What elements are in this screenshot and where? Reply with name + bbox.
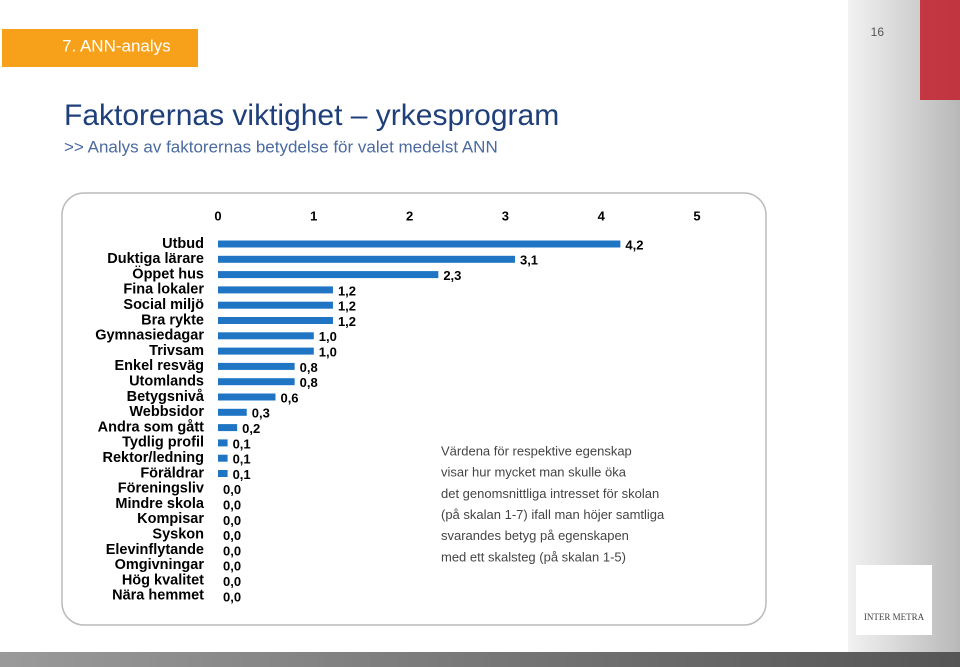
value-label: 0,8 [300,360,318,375]
category-label: Föräldrar [140,465,204,481]
bar [218,332,314,340]
bar [218,301,333,309]
bar [218,393,276,401]
value-label: 1,0 [319,345,337,360]
category-label: Hög kvalitet [122,572,204,588]
annotation: svarandes betyg på egenskapen [441,528,629,543]
category-label: Social miljö [123,297,204,313]
chart-panel [61,192,767,626]
category-label: Tydlig profil [122,435,204,451]
value-label: 0,1 [233,467,251,482]
category-label: Utomlands [129,374,204,390]
category-label: Kompisar [137,511,204,527]
bar [218,470,228,477]
category-label: Gymnasiedagar [95,328,204,344]
bar [218,454,228,462]
annotation: Värdena för respektive egenskap [441,443,632,458]
category-label: Mindre skola [115,496,205,512]
x-tick-label: 4 [598,208,606,223]
category-label: Omgivningar [115,557,205,573]
subtitle: >> Analys av faktorernas betydelse för v… [64,137,498,156]
value-label: 0,6 [280,390,298,405]
category-label: Bra rykte [141,312,204,328]
bar [218,362,295,370]
section-label: 7. ANN-analys [62,36,171,55]
value-label: 4,2 [625,237,643,252]
category-label: Enkel resväg [115,358,204,374]
bar [218,317,333,324]
value-label: 0,0 [223,498,241,513]
x-tick-label: 2 [406,208,413,223]
value-label: 0,0 [223,513,241,528]
value-label: 0,3 [252,406,270,421]
side-decoration [848,0,960,667]
category-label: Webbsidor [129,404,204,420]
value-label: 1,0 [319,329,337,344]
category-label: Rektor/ledning [102,450,204,466]
value-label: 0,0 [223,528,241,543]
value-label: 3,1 [520,253,538,268]
bar [218,408,247,416]
category-label: Trivsam [149,343,204,359]
x-tick-label: 3 [502,208,509,223]
value-label: 2,3 [443,268,461,283]
category-label: Betygsnivå [127,389,205,405]
bar [218,347,314,355]
category-label: Föreningsliv [118,481,204,497]
bar [218,286,333,294]
value-label: 1,2 [338,314,356,329]
value-label: 0,0 [223,559,241,574]
value-label: 0,1 [233,436,251,451]
value-label: 1,2 [338,283,356,298]
value-label: 0,0 [223,543,241,558]
category-label: Öppet hus [132,265,204,282]
section-tab [2,29,198,67]
annotation: (på skalan 1-7) ifall man höjer samtliga [441,507,665,522]
value-label: 0,0 [223,574,241,589]
logo-box [856,565,932,635]
bar [218,255,515,263]
page-number: 16 [871,25,885,39]
category-label: Nära hemmet [112,588,204,604]
value-label: 0,8 [300,375,318,390]
bar [218,240,621,248]
category-label: Fina lokaler [123,282,204,298]
bar [218,271,439,279]
annotation: visar hur mycket man skulle öka [441,465,627,480]
category-label: Duktiga lärare [107,251,204,267]
value-label: 0,2 [242,421,260,436]
bottom-bar [0,652,960,667]
value-label: 0,1 [233,452,251,467]
value-label: 0,0 [223,482,241,497]
bar [218,424,238,432]
logo-accent [920,0,960,100]
value-label: 1,2 [338,299,356,314]
annotation: med ett skalsteg (på skalan 1-5) [441,549,626,564]
x-tick-label: 5 [693,208,700,223]
category-label: Elevinflytande [106,542,204,558]
category-label: Utbud [162,236,204,252]
bar [218,439,228,447]
annotation: det genomsnittliga intresset för skolan [441,486,659,501]
logo-text: INTER METRA [864,612,925,622]
category-label: Syskon [152,527,204,543]
title: Faktorernas viktighet – yrkesprogram [64,99,559,132]
bar [218,378,295,386]
x-tick-label: 1 [310,208,317,223]
value-label: 0,0 [223,589,241,604]
category-label: Andra som gått [98,419,205,435]
x-tick-label: 0 [214,208,221,223]
